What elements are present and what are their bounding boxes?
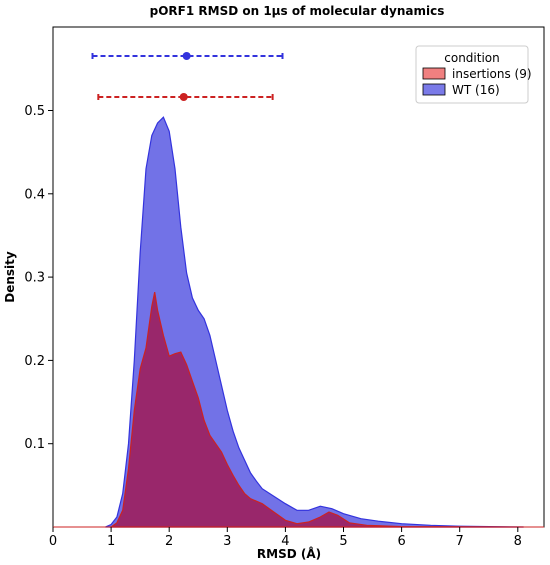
- error-bar-insertions: [97, 93, 274, 101]
- x-tick-label: 5: [339, 534, 347, 549]
- y-tick-label: 0.1: [24, 437, 45, 452]
- density-area-wt: [105, 116, 524, 528]
- y-axis-ticks: 0.1 0.2 0.3 0.4 0.5: [24, 104, 53, 452]
- y-tick-label: 0.4: [24, 187, 45, 202]
- x-tick-label: 4: [281, 534, 289, 549]
- mean-marker-wt: [182, 52, 191, 60]
- legend-label-wt: WT (16): [452, 83, 500, 97]
- chart-title: pORF1 RMSD on 1µs of molecular dynamics: [150, 4, 445, 18]
- y-tick-label: 0.2: [24, 354, 45, 369]
- legend-label-insertions: insertions (9): [452, 67, 532, 81]
- legend-title: condition: [444, 51, 499, 65]
- density-area-insertions: [109, 291, 524, 528]
- x-tick-label: 3: [223, 534, 231, 549]
- mean-marker-insertions: [179, 93, 188, 101]
- legend-swatch-insertions: [422, 67, 446, 80]
- x-axis-ticks: 0 1 2 3 4 5 6 7 8: [49, 527, 522, 549]
- x-tick-label: 6: [397, 534, 405, 549]
- legend: condition insertions (9) WT (16): [415, 45, 532, 104]
- x-tick-label: 0: [49, 534, 57, 549]
- y-axis-label: Density: [3, 251, 17, 303]
- x-axis-label: RMSD (Å): [257, 546, 321, 561]
- legend-swatch-wt: [422, 83, 446, 96]
- y-tick-label: 0.5: [24, 104, 45, 119]
- error-bar-wt: [91, 52, 284, 60]
- x-tick-label: 7: [456, 534, 464, 549]
- x-tick-label: 8: [514, 534, 522, 549]
- x-tick-label: 2: [165, 534, 173, 549]
- x-tick-label: 1: [107, 534, 115, 549]
- y-tick-label: 0.3: [24, 271, 45, 286]
- density-areas: [53, 116, 544, 528]
- mean-error-bars: [91, 52, 284, 101]
